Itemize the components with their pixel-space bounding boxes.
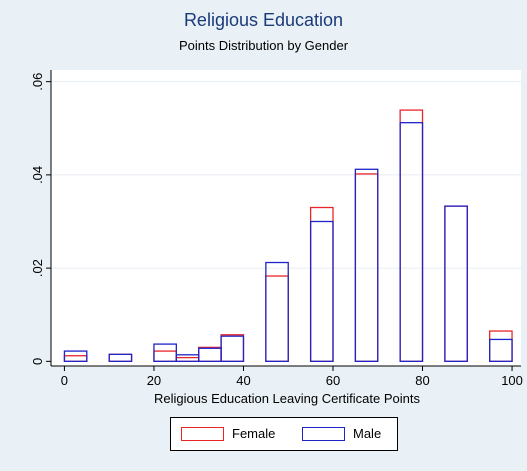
bar-male-7 [309,220,334,362]
y-tick-label-2: .04 [30,166,45,184]
x-tick-label-2: 40 [236,373,250,388]
legend-label-male: Male [353,426,382,441]
x-ticks: 0 20 40 60 80 100 [61,366,523,388]
bar-male-1 [108,353,133,362]
y-tick-label-3: .06 [30,73,45,91]
y-ticks: 0 .02 .04 .06 [30,73,51,365]
bar-male-5 [220,335,245,362]
legend: Female Male [170,417,398,451]
legend-item-male: Male [302,426,381,441]
bar-male-9 [399,122,424,362]
bar-male-6 [265,261,289,362]
legend-label-female: Female [232,426,276,441]
y-tick-label-0: 0 [30,358,45,365]
bar-male-2 [153,343,177,362]
x-tick-label-3: 60 [326,373,340,388]
bar-male-8 [354,168,379,362]
chart-title: Religious Education [183,10,344,30]
x-tick-label-4: 80 [415,373,429,388]
bar-male-11 [489,338,513,362]
x-tick-label-5: 100 [501,373,523,388]
x-axis-label: Religious Education Leaving Certificate … [154,391,420,406]
bars-group [63,109,513,362]
legend-item-female: Female [181,426,275,441]
x-tick-label-0: 0 [61,373,68,388]
x-tick-label-1: 20 [147,373,161,388]
legend-swatch-female [181,426,224,441]
chart-subtitle: Points Distribution by Gender [178,38,349,53]
bar-male-10 [444,205,468,362]
gridlines [51,81,521,269]
bar-male-0 [63,350,88,362]
legend-swatch-male [302,426,345,441]
y-tick-label-1: .02 [30,259,45,277]
plot-area [51,70,521,366]
